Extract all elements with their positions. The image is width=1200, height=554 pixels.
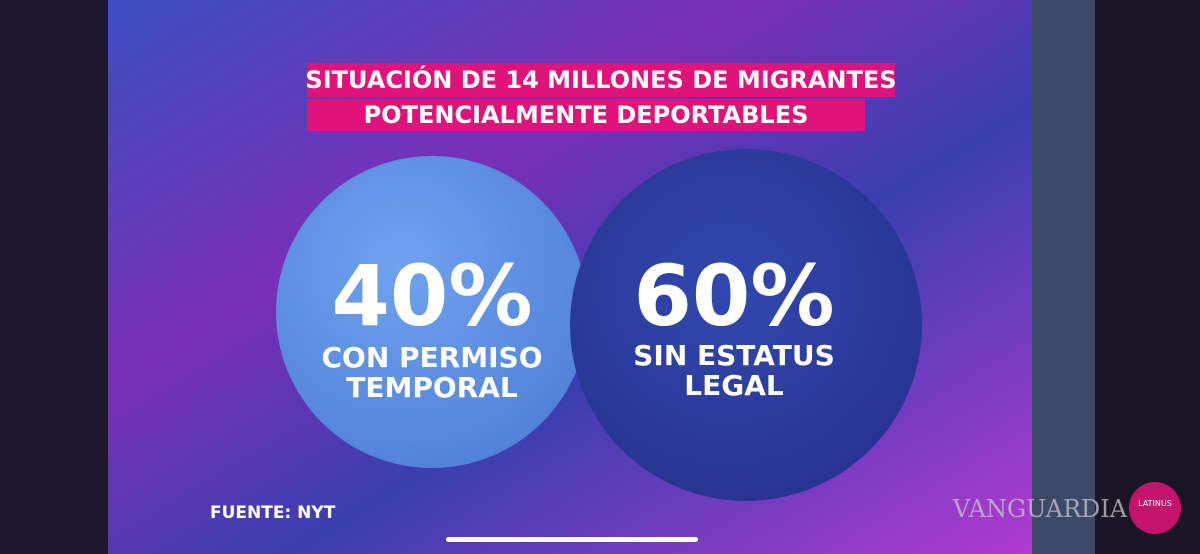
logo	[1129, 482, 1181, 534]
circle-caption: SIN ESTATUS	[633, 339, 834, 372]
percent-value: 40%	[331, 247, 532, 345]
circle-caption: TEMPORAL	[346, 371, 518, 404]
title-banner	[307, 99, 865, 131]
circle-right	[570, 149, 922, 501]
percent-value: 60%	[633, 247, 834, 345]
title-line: SITUACIÓN DE 14 MILLONES DE MIGRANTES	[305, 64, 896, 94]
studio-set	[1030, 0, 1100, 554]
circle-caption: LEGAL	[684, 369, 784, 402]
circle-caption: CON PERMISO	[322, 341, 543, 374]
watermark: VANGUARDIA	[952, 495, 1128, 523]
title-banner	[307, 63, 895, 97]
source: FUENTE: NYT	[210, 503, 336, 523]
left-edge	[0, 0, 108, 554]
home-indicator	[446, 537, 698, 542]
right-edge	[1095, 0, 1200, 554]
title-line: POTENCIALMENTE DEPORTABLES	[364, 101, 809, 129]
logo-text: LATINUS	[1138, 499, 1172, 508]
circle-left	[276, 156, 588, 468]
